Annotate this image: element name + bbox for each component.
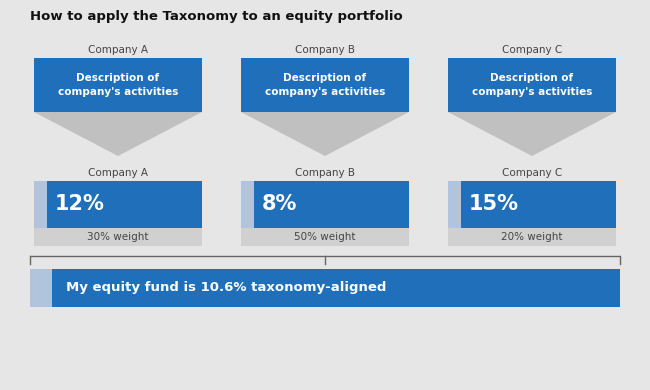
Text: Company C: Company C xyxy=(502,45,562,55)
Bar xyxy=(461,181,616,228)
Text: How to apply the Taxonomy to an equity portfolio: How to apply the Taxonomy to an equity p… xyxy=(30,10,403,23)
Bar xyxy=(241,228,409,246)
Polygon shape xyxy=(34,112,202,156)
Bar xyxy=(52,269,620,307)
Bar xyxy=(30,269,52,307)
Text: Company A: Company A xyxy=(88,168,148,178)
Text: 12%: 12% xyxy=(55,195,105,215)
Bar xyxy=(448,58,616,112)
Bar xyxy=(448,228,616,246)
Text: Company B: Company B xyxy=(295,45,355,55)
Bar xyxy=(241,58,409,112)
Bar xyxy=(254,181,409,228)
Text: Company A: Company A xyxy=(88,45,148,55)
Text: 30% weight: 30% weight xyxy=(87,232,149,242)
Polygon shape xyxy=(448,112,616,156)
Text: 20% weight: 20% weight xyxy=(501,232,563,242)
Text: Description of
company's activities: Description of company's activities xyxy=(265,73,385,97)
Text: 15%: 15% xyxy=(469,195,519,215)
Bar xyxy=(448,181,461,228)
Bar xyxy=(47,181,202,228)
Text: Company B: Company B xyxy=(295,168,355,178)
Bar xyxy=(34,181,47,228)
Bar xyxy=(241,181,254,228)
Text: Description of
company's activities: Description of company's activities xyxy=(472,73,592,97)
Bar xyxy=(34,58,202,112)
Text: Description of
company's activities: Description of company's activities xyxy=(58,73,178,97)
Text: Company C: Company C xyxy=(502,168,562,178)
Bar xyxy=(34,228,202,246)
Polygon shape xyxy=(241,112,409,156)
Text: My equity fund is 10.6% taxonomy-aligned: My equity fund is 10.6% taxonomy-aligned xyxy=(66,282,386,294)
Text: 50% weight: 50% weight xyxy=(294,232,356,242)
Text: 8%: 8% xyxy=(262,195,298,215)
